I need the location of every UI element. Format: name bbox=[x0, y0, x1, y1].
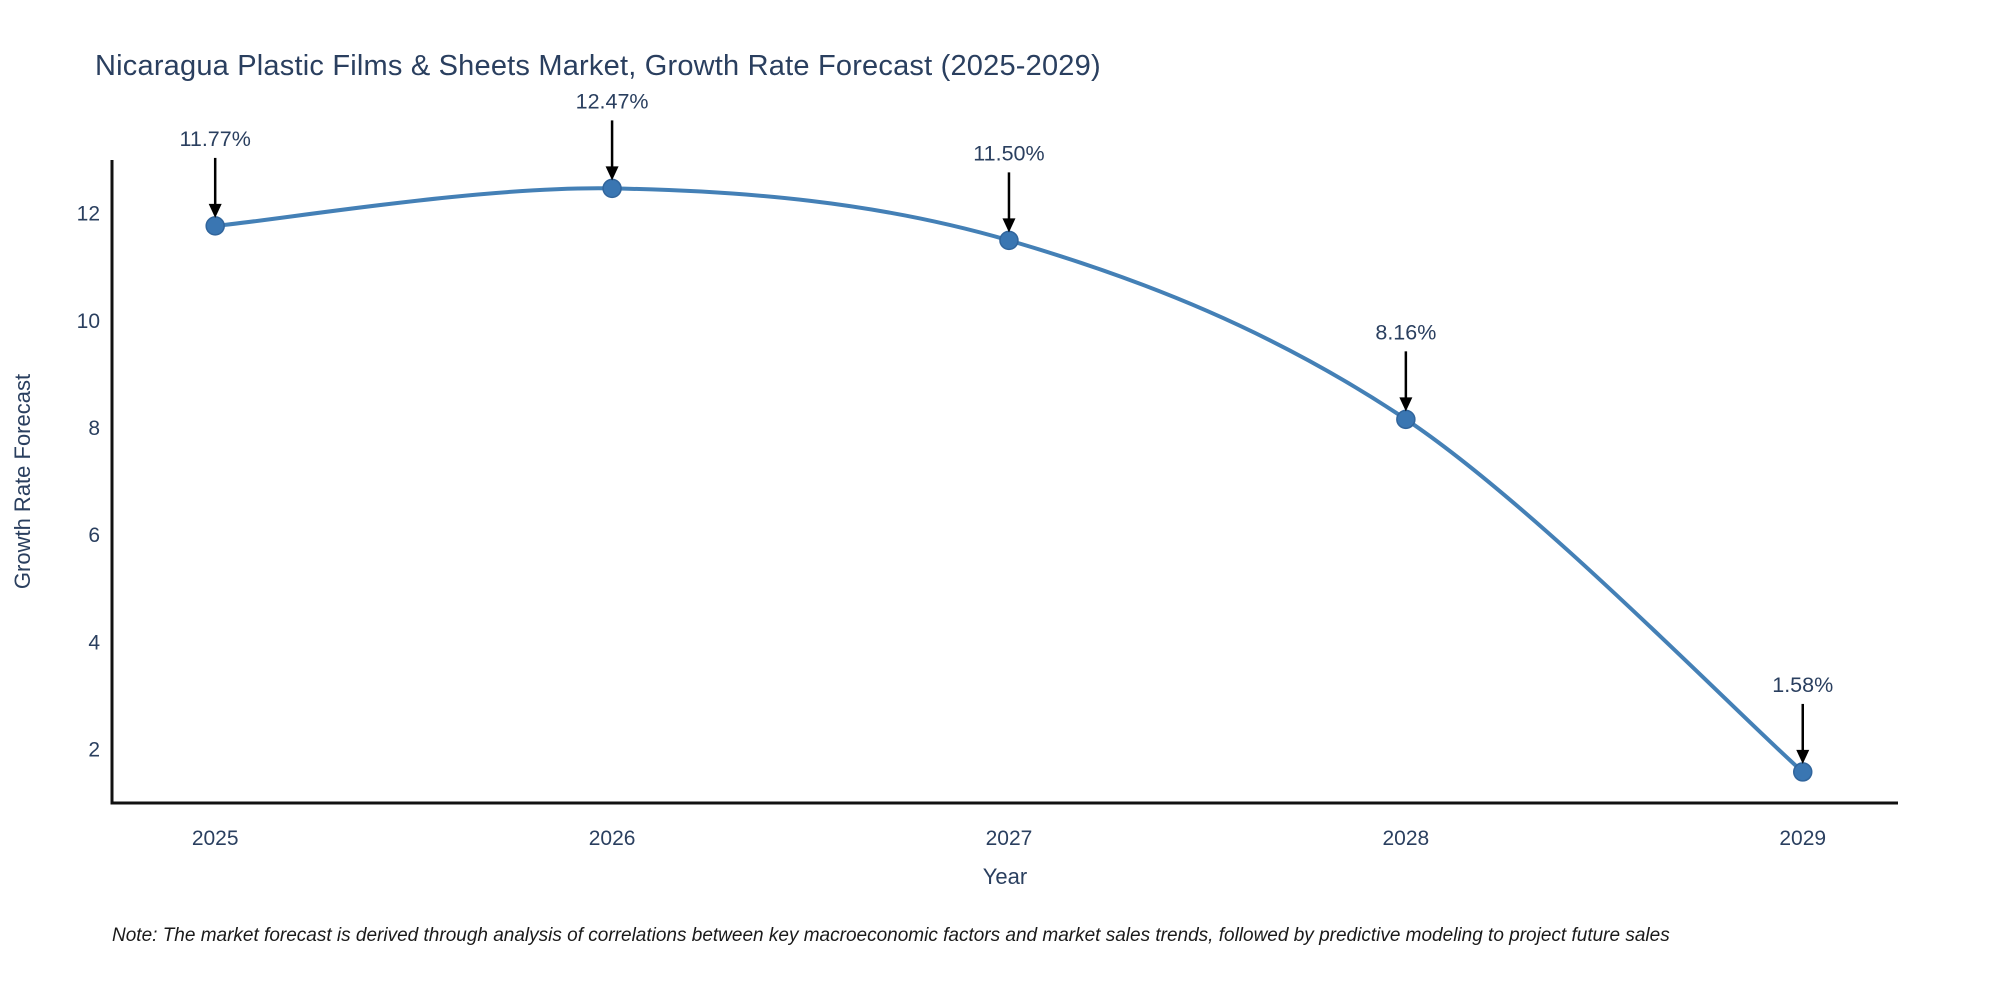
annotation-arrow-head bbox=[208, 203, 222, 218]
trend-line bbox=[213, 186, 1805, 774]
footnote: Note: The market forecast is derived thr… bbox=[112, 925, 1670, 946]
y-tick-label: 4 bbox=[88, 631, 100, 654]
data-point-marker-2026 bbox=[602, 178, 622, 199]
x-tick-label: 2027 bbox=[986, 827, 1033, 850]
y-tick-label: 10 bbox=[77, 310, 100, 333]
annotation-arrow-head bbox=[1399, 397, 1413, 412]
point-annotation-label: 11.50% bbox=[973, 141, 1044, 165]
point-annotation-label: 8.16% bbox=[1375, 320, 1436, 344]
x-tick-label: 2026 bbox=[589, 827, 636, 850]
point-annotation-label: 11.77% bbox=[180, 127, 251, 151]
x-tick-label: 2029 bbox=[1779, 827, 1826, 850]
annotation-arrow-head bbox=[1796, 749, 1810, 764]
x-tick-label: 2025 bbox=[192, 827, 239, 850]
annotation-arrow-head bbox=[1002, 218, 1016, 233]
data-point-marker-2025 bbox=[205, 216, 225, 236]
x-tick-label: 2028 bbox=[1382, 827, 1429, 850]
annotation-arrow-head bbox=[605, 166, 619, 181]
data-point-marker-2029 bbox=[1792, 762, 1813, 782]
chart-title: Nicaragua Plastic Films & Sheets Market,… bbox=[95, 50, 1101, 82]
y-axis-title: Growth Rate Forecast bbox=[10, 374, 35, 589]
x-axis-title: Year bbox=[983, 864, 1027, 889]
y-tick-label: 6 bbox=[88, 524, 100, 547]
y-tick-label: 2 bbox=[88, 738, 100, 761]
point-annotation-label: 1.58% bbox=[1772, 673, 1833, 697]
point-annotation-label: 12.47% bbox=[576, 89, 649, 113]
y-tick-label: 12 bbox=[77, 203, 100, 226]
data-point-marker-2028 bbox=[1396, 409, 1416, 430]
y-tick-label: 8 bbox=[88, 417, 100, 440]
data-point-marker-2027 bbox=[999, 230, 1019, 251]
